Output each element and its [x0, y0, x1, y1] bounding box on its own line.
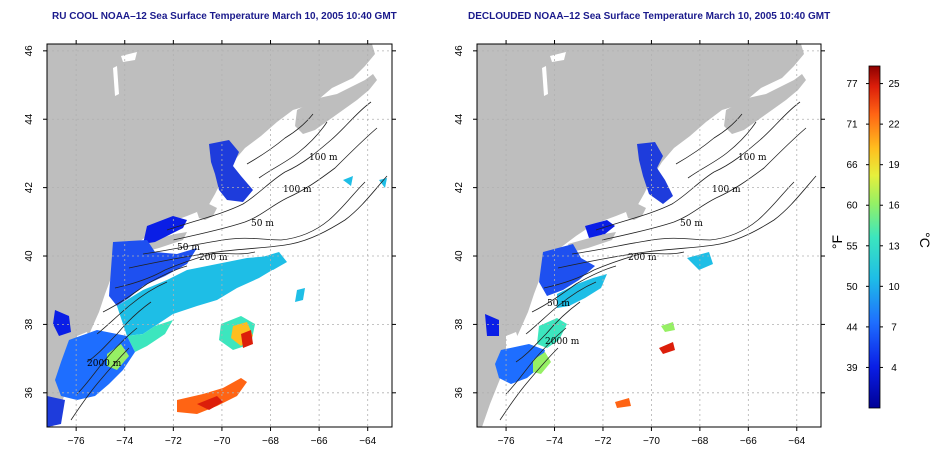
contour-label-100m-a: 100 m — [309, 153, 338, 163]
lake-outline-2 — [550, 52, 566, 62]
left-map-panel: 100 m 100 m 50 m 200 m 50 m 2000 m −76 −7… — [24, 40, 396, 447]
colorbar-celsius-tick-label: 22 — [888, 120, 900, 131]
y-tick-label: 46 — [24, 45, 35, 57]
contour-labels: 100 m 100 m 50 m 200 m 50 m 2000 m — [545, 153, 767, 347]
colorbar-fahrenheit-tick-label: 77 — [846, 79, 858, 90]
colorbar-celsius-tick-label: 19 — [888, 160, 900, 171]
y-tick-label: 44 — [24, 113, 35, 125]
sst-data-overlay — [47, 140, 387, 427]
x-tick-label: −74 — [546, 436, 563, 447]
x-tick-label: −72 — [594, 436, 611, 447]
contour-label-100m-a: 100 m — [738, 153, 767, 163]
contour-label-2000m: 2000 m — [545, 337, 580, 347]
nova-scotia-land — [295, 74, 377, 134]
left-map-frame — [46, 43, 393, 428]
nova-scotia-land — [724, 74, 806, 134]
colorbar-celsius-label: °C — [917, 232, 933, 248]
right-map-content: 100 m 100 m 50 m 200 m 50 m 2000 m — [477, 44, 817, 427]
colorbar-celsius-tick-label: 4 — [891, 363, 897, 374]
x-tick-label: −76 — [68, 436, 85, 447]
right-map-panel: 100 m 100 m 50 m 200 m 50 m 2000 m −76 −7… — [454, 40, 825, 447]
right-grid — [477, 44, 821, 427]
contour-label-200m: 200 m — [628, 253, 657, 263]
contour-label-50m-b: 50 m — [177, 243, 200, 253]
colorbar-fahrenheit-tick-label: 55 — [846, 241, 858, 252]
y-tick-label: 42 — [24, 182, 35, 194]
colorbar-fahrenheit-tick-label: 39 — [846, 363, 858, 374]
bathymetry-contours — [70, 101, 388, 421]
left-grid — [47, 44, 392, 427]
sst-data-overlay — [485, 142, 713, 408]
y-tick-label: 36 — [24, 387, 35, 399]
x-tick-label: −64 — [788, 436, 805, 447]
x-tick-label: −66 — [740, 436, 757, 447]
colorbar-fahrenheit-tick-label: 66 — [846, 160, 858, 171]
left-panel-title: RU COOL NOAA–12 Sea Surface Temperature … — [52, 11, 397, 22]
contour-labels: 100 m 100 m 50 m 200 m 50 m 2000 m — [87, 153, 338, 369]
x-tick-label: −70 — [643, 436, 660, 447]
y-tick-label: 40 — [24, 250, 35, 262]
x-tick-label: −74 — [116, 436, 133, 447]
x-tick-label: −76 — [498, 436, 515, 447]
x-tick-label: −68 — [691, 436, 708, 447]
y-tick-label: 38 — [454, 318, 465, 330]
right-axes: −76 −74 −72 −70 −68 −66 −64 36 38 40 42 44 46 — [454, 40, 825, 447]
contour-label-2000m: 2000 m — [87, 359, 122, 369]
contour-label-50m-b: 50 m — [547, 299, 570, 309]
x-tick-label: −66 — [311, 436, 328, 447]
left-axes: −76 −74 −72 −70 −68 −66 −64 36 38 40 42 44 46 — [24, 40, 396, 447]
y-tick-label: 40 — [454, 250, 465, 262]
right-map-frame — [476, 43, 822, 428]
contour-label-100m-b: 100 m — [283, 185, 312, 195]
colorbar-fahrenheit-tick-label: 71 — [846, 120, 858, 131]
x-tick-label: −72 — [165, 436, 182, 447]
land-mass — [47, 44, 375, 427]
colorbar-fahrenheit-tick-label: 60 — [846, 201, 858, 212]
colorbar-fahrenheit-label: °F — [829, 235, 845, 249]
y-tick-label: 36 — [454, 387, 465, 399]
y-tick-label: 46 — [454, 45, 465, 57]
x-tick-label: −64 — [359, 436, 376, 447]
bathymetry-contours — [499, 101, 817, 421]
y-tick-label: 44 — [454, 113, 465, 125]
long-island-land — [568, 232, 616, 252]
left-map-content: 100 m 100 m 50 m 200 m 50 m 2000 m — [47, 44, 388, 427]
contour-label-50m-a: 50 m — [251, 219, 274, 229]
contour-label-200m: 200 m — [199, 253, 228, 263]
colorbar-celsius-tick-label: 16 — [888, 201, 900, 212]
colorbar-celsius-tick-label: 10 — [888, 282, 900, 293]
colorbar-celsius-tick-label: 7 — [891, 322, 897, 333]
colorbar-celsius-tick-label: 25 — [888, 79, 900, 90]
x-tick-label: −70 — [213, 436, 230, 447]
colorbar-fahrenheit-tick-label: 50 — [846, 282, 858, 293]
land-mass — [477, 44, 804, 427]
contour-label-50m-a: 50 m — [680, 219, 703, 229]
x-tick-label: −68 — [262, 436, 279, 447]
lake-outline — [542, 66, 548, 96]
colorbar-fahrenheit-tick-label: 44 — [846, 322, 858, 333]
y-tick-label: 42 — [454, 182, 465, 194]
lake-outline — [113, 66, 119, 96]
contour-label-100m-b: 100 m — [712, 185, 741, 195]
colorbar-gradient — [868, 65, 881, 409]
y-tick-label: 38 — [24, 318, 35, 330]
right-panel-title: DECLOUDED NOAA–12 Sea Surface Temperatur… — [468, 11, 831, 22]
colorbar-celsius-tick-label: 13 — [888, 241, 900, 252]
